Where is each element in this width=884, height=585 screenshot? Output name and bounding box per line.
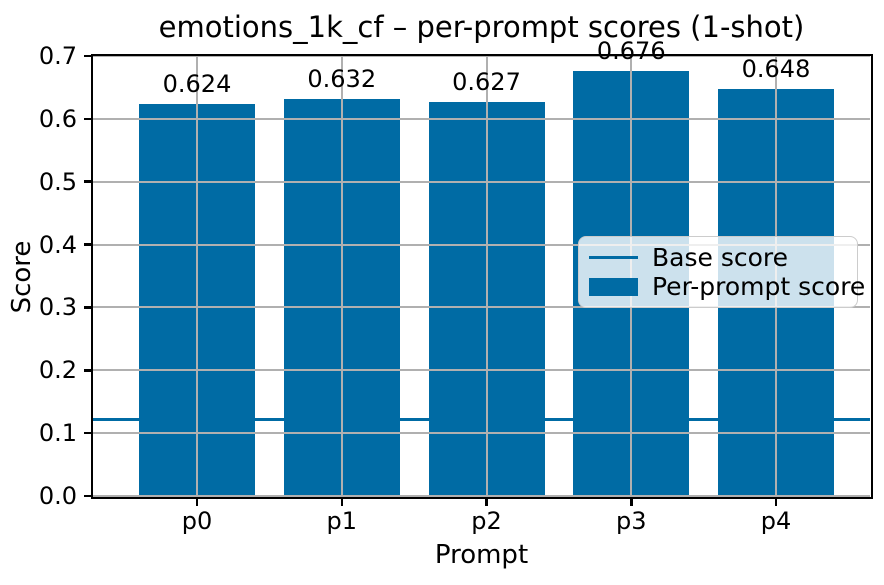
x-tick-label: p0 — [181, 507, 213, 535]
chart-title: emotions_1k_cf – per-prompt scores (1-sh… — [158, 10, 805, 44]
x-tick-label: p3 — [615, 507, 647, 535]
y-tick-label: 0.6 — [38, 104, 77, 133]
y-tick-mark — [83, 180, 91, 183]
legend-label-base-score: Base score — [652, 243, 788, 272]
legend-label-per-prompt-score: Per-prompt score — [652, 272, 866, 301]
y-tick-label: 0.2 — [38, 356, 77, 385]
x-tick-mark — [340, 498, 343, 506]
y-gridline — [93, 306, 870, 309]
x-tick-label: p1 — [326, 507, 357, 535]
x-tick-mark — [630, 498, 633, 506]
y-tick-mark — [83, 243, 91, 246]
legend: Base score Per-prompt score — [578, 236, 865, 308]
bar-value-label: 0.648 — [741, 54, 811, 83]
x-tick-label: p4 — [760, 507, 792, 535]
y-gridline — [93, 369, 870, 372]
y-tick-mark — [83, 117, 91, 121]
x-axis-label: Prompt — [434, 540, 529, 570]
y-tick-mark — [83, 431, 91, 435]
y-tick-mark — [83, 494, 91, 498]
y-tick-label: 0.7 — [38, 42, 77, 70]
y-tick-label: 0.3 — [38, 293, 77, 322]
legend-item-base-score: Base score — [589, 243, 847, 272]
x-tick-mark — [485, 498, 488, 506]
y-gridline — [93, 55, 870, 57]
x-gridline — [485, 56, 488, 496]
y-tick-mark — [83, 54, 91, 58]
legend-item-per-prompt-score: Per-prompt score — [589, 272, 865, 301]
bar-value-label: 0.624 — [162, 69, 232, 98]
legend-patch-swatch — [589, 277, 638, 296]
x-tick-mark — [774, 498, 778, 506]
y-gridline — [93, 432, 870, 435]
x-tick-label: p2 — [471, 507, 502, 535]
y-gridline — [93, 117, 870, 120]
x-tick-mark — [195, 498, 199, 506]
x-gridline — [340, 56, 343, 496]
y-gridline — [93, 180, 870, 183]
y-gridline — [93, 495, 870, 497]
y-tick-mark — [83, 369, 91, 372]
y-tick-label: 0.0 — [38, 482, 77, 510]
legend-line-swatch — [589, 255, 638, 260]
y-tick-label: 0.5 — [38, 167, 77, 196]
y-gridline — [93, 243, 870, 246]
y-tick-label: 0.4 — [38, 230, 77, 259]
bar-value-label: 0.627 — [452, 67, 521, 96]
bar-value-label: 0.676 — [596, 37, 666, 66]
x-gridline — [196, 56, 198, 496]
bar-value-label: 0.632 — [307, 64, 377, 93]
y-tick-mark — [83, 306, 91, 309]
y-tick-label: 0.1 — [38, 419, 77, 448]
